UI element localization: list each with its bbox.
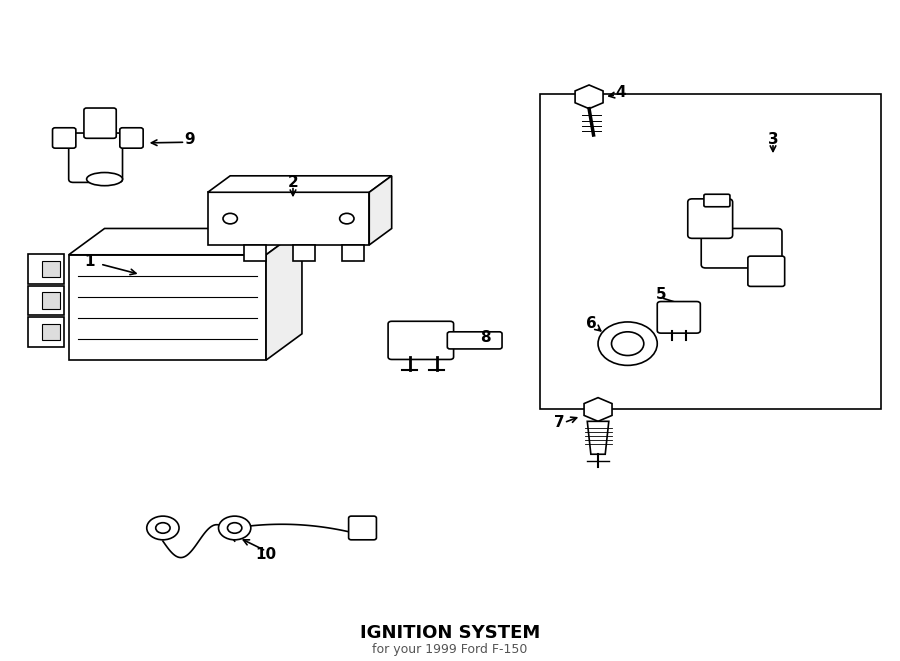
FancyBboxPatch shape bbox=[540, 94, 881, 409]
Circle shape bbox=[156, 523, 170, 533]
FancyBboxPatch shape bbox=[447, 332, 502, 349]
Text: 8: 8 bbox=[481, 330, 491, 344]
Text: IGNITION SYSTEM: IGNITION SYSTEM bbox=[360, 624, 540, 642]
FancyBboxPatch shape bbox=[688, 199, 733, 239]
Circle shape bbox=[223, 214, 238, 224]
FancyBboxPatch shape bbox=[41, 324, 59, 340]
FancyBboxPatch shape bbox=[28, 317, 64, 347]
Text: 10: 10 bbox=[256, 547, 276, 562]
FancyBboxPatch shape bbox=[41, 260, 59, 277]
Text: 3: 3 bbox=[768, 132, 778, 147]
FancyBboxPatch shape bbox=[292, 245, 315, 261]
FancyBboxPatch shape bbox=[84, 108, 116, 138]
Text: 5: 5 bbox=[655, 287, 666, 302]
Polygon shape bbox=[584, 398, 612, 421]
Polygon shape bbox=[208, 176, 392, 192]
FancyBboxPatch shape bbox=[244, 245, 266, 261]
Polygon shape bbox=[369, 176, 392, 245]
Text: 6: 6 bbox=[587, 317, 597, 331]
FancyBboxPatch shape bbox=[52, 128, 76, 148]
FancyBboxPatch shape bbox=[68, 254, 266, 360]
Text: 4: 4 bbox=[616, 85, 625, 100]
FancyBboxPatch shape bbox=[120, 128, 143, 148]
FancyBboxPatch shape bbox=[208, 192, 369, 245]
Text: 2: 2 bbox=[288, 175, 299, 190]
FancyBboxPatch shape bbox=[341, 245, 364, 261]
Circle shape bbox=[228, 523, 242, 533]
Text: 1: 1 bbox=[84, 254, 94, 269]
Circle shape bbox=[598, 322, 657, 366]
Circle shape bbox=[611, 332, 644, 356]
FancyBboxPatch shape bbox=[701, 229, 782, 268]
Polygon shape bbox=[266, 229, 302, 360]
Circle shape bbox=[219, 516, 251, 540]
Polygon shape bbox=[588, 421, 608, 454]
Polygon shape bbox=[575, 85, 603, 108]
Circle shape bbox=[147, 516, 179, 540]
FancyBboxPatch shape bbox=[704, 194, 730, 207]
FancyBboxPatch shape bbox=[748, 256, 785, 286]
FancyBboxPatch shape bbox=[657, 301, 700, 333]
FancyBboxPatch shape bbox=[28, 286, 64, 315]
Polygon shape bbox=[68, 229, 302, 254]
Text: for your 1999 Ford F-150: for your 1999 Ford F-150 bbox=[373, 643, 527, 656]
Circle shape bbox=[339, 214, 354, 224]
FancyBboxPatch shape bbox=[41, 292, 59, 309]
FancyBboxPatch shape bbox=[28, 254, 64, 284]
Ellipse shape bbox=[86, 173, 122, 186]
Text: 7: 7 bbox=[554, 415, 565, 430]
FancyBboxPatch shape bbox=[68, 133, 122, 182]
Text: 9: 9 bbox=[184, 132, 195, 147]
FancyBboxPatch shape bbox=[388, 321, 454, 360]
FancyBboxPatch shape bbox=[348, 516, 376, 540]
